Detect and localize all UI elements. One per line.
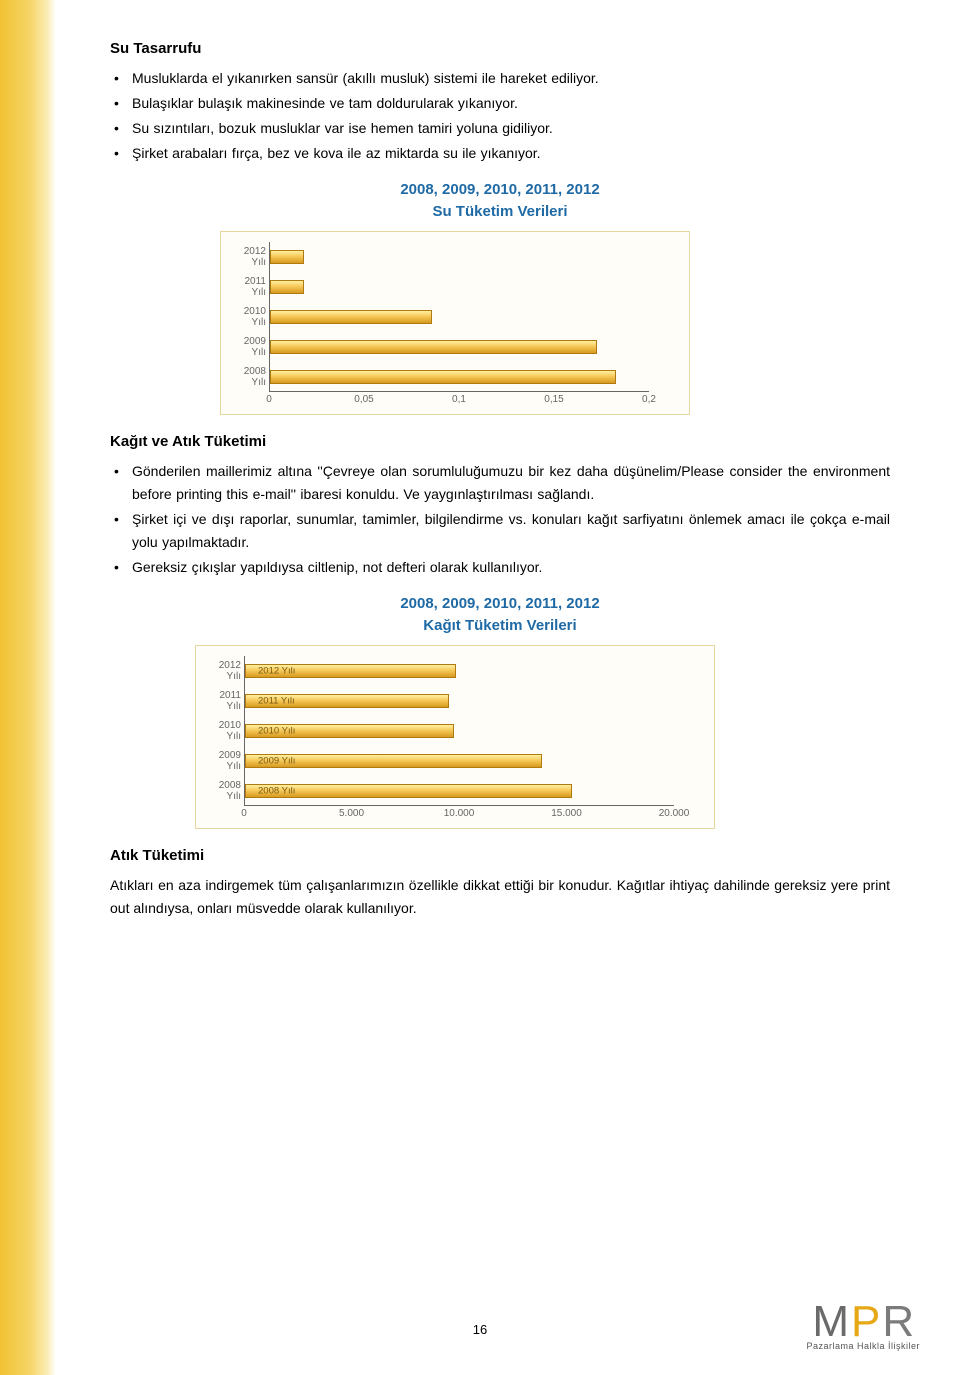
chart-row: 2011 Yılı2011 Yılı <box>245 686 674 716</box>
bar-text: 2008 Yılı <box>258 785 295 796</box>
chart1-xaxis: 00,050,10,150,2 <box>269 392 649 408</box>
y-label: 2009 Yılı <box>203 750 241 772</box>
bar-text: 2009 Yılı <box>258 755 295 766</box>
chart2-plot: 2012 Yılı2012 Yılı2011 Yılı2011 Yılı2010… <box>244 656 674 806</box>
x-tick: 10.000 <box>444 808 475 819</box>
chart-row: 2012 Yılı <box>270 242 649 272</box>
list-item: Şirket içi ve dışı raporlar, sunumlar, t… <box>132 508 890 554</box>
y-label: 2012 Yılı <box>203 660 241 682</box>
chart1-title: 2008, 2009, 2010, 2011, 2012 Su Tüketim … <box>110 179 890 223</box>
x-tick: 5.000 <box>339 808 364 819</box>
y-label: 2010 Yılı <box>228 306 266 328</box>
logo-letters: M P R <box>812 1304 914 1339</box>
bar-text: 2010 Yılı <box>258 725 295 736</box>
chart-bar: 2009 Yılı <box>245 754 542 768</box>
list-item: Bulaşıklar bulaşık makinesinde ve tam do… <box>132 92 890 115</box>
bar-text: 2012 Yılı <box>258 665 295 676</box>
page-number: 16 <box>473 1322 487 1337</box>
y-label: 2011 Yılı <box>203 690 241 712</box>
chart-bar <box>270 250 304 264</box>
logo-subtitle: Pazarlama Halkla İlişkiler <box>806 1341 920 1351</box>
chart-su-tuketim: 2012 Yılı2011 Yılı2010 Yılı2009 Yılı2008… <box>220 231 690 415</box>
y-label: 2010 Yılı <box>203 720 241 742</box>
chart-bar: 2011 Yılı <box>245 694 449 708</box>
list-item: Gönderilen maillerimiz altına ''Çevreye … <box>132 460 890 506</box>
list-item: Musluklarda el yıkanırken sansür (akıllı… <box>132 67 890 90</box>
heading-kagit-atik: Kağıt ve Atık Tüketimi <box>110 433 890 450</box>
chart-row: 2010 Yılı2010 Yılı <box>245 716 674 746</box>
chart-bar: 2012 Yılı <box>245 664 456 678</box>
chart-kagit-tuketim: 2012 Yılı2012 Yılı2011 Yılı2011 Yılı2010… <box>195 645 715 829</box>
chart-bar <box>270 370 616 384</box>
chart-row: 2009 Yılı2009 Yılı <box>245 746 674 776</box>
y-label: 2008 Yılı <box>228 366 266 388</box>
y-label: 2011 Yılı <box>228 276 266 298</box>
chart-row: 2009 Yılı <box>270 332 649 362</box>
chart2-xaxis: 05.00010.00015.00020.000 <box>244 806 674 822</box>
chart2-title: 2008, 2009, 2010, 2011, 2012 Kağıt Tüket… <box>110 593 890 637</box>
y-label: 2012 Yılı <box>228 246 266 268</box>
bullets-kagit-atik: Gönderilen maillerimiz altına ''Çevreye … <box>110 460 890 579</box>
chart2-title-sub: Kağıt Tüketim Verileri <box>423 617 576 634</box>
logo-letter-p: P <box>851 1304 880 1339</box>
chart-bar <box>270 340 597 354</box>
chart-row: 2011 Yılı <box>270 272 649 302</box>
heading-su-tasarrufu: Su Tasarrufu <box>110 40 890 57</box>
chart-bar <box>270 280 304 294</box>
page-content: Su Tasarrufu Musluklarda el yıkanırken s… <box>110 40 890 930</box>
x-tick: 0 <box>241 808 247 819</box>
bar-text: 2011 Yılı <box>258 695 295 706</box>
x-tick: 0,05 <box>354 394 373 405</box>
chart2-title-years: 2008, 2009, 2010, 2011, 2012 <box>400 595 599 612</box>
chart1-plot: 2012 Yılı2011 Yılı2010 Yılı2009 Yılı2008… <box>269 242 649 392</box>
x-tick: 0 <box>266 394 272 405</box>
chart-row: 2010 Yılı <box>270 302 649 332</box>
bullets-su-tasarrufu: Musluklarda el yıkanırken sansür (akıllı… <box>110 67 890 165</box>
chart-bar: 2008 Yılı <box>245 784 572 798</box>
x-tick: 0,2 <box>642 394 656 405</box>
logo-letter-m: M <box>812 1304 849 1339</box>
chart-row: 2012 Yılı2012 Yılı <box>245 656 674 686</box>
chart-bar: 2010 Yılı <box>245 724 454 738</box>
logo-mpr: M P R Pazarlama Halkla İlişkiler <box>806 1304 920 1351</box>
x-tick: 0,1 <box>452 394 466 405</box>
heading-atik-tuketimi: Atık Tüketimi <box>110 847 890 864</box>
logo-letter-r: R <box>882 1304 914 1339</box>
para-atik-tuketimi: Atıkları en aza indirgemek tüm çalışanla… <box>110 874 890 920</box>
chart-row: 2008 Yılı <box>270 362 649 392</box>
x-tick: 20.000 <box>659 808 690 819</box>
chart1-title-sub: Su Tüketim Verileri <box>432 203 567 220</box>
chart-row: 2008 Yılı2008 Yılı <box>245 776 674 806</box>
list-item: Şirket arabaları fırça, bez ve kova ile … <box>132 142 890 165</box>
y-label: 2009 Yılı <box>228 336 266 358</box>
side-stripe <box>0 0 56 1375</box>
chart1-title-years: 2008, 2009, 2010, 2011, 2012 <box>400 181 599 198</box>
y-label: 2008 Yılı <box>203 780 241 802</box>
list-item: Su sızıntıları, bozuk musluklar var ise … <box>132 117 890 140</box>
x-tick: 15.000 <box>551 808 582 819</box>
chart-bar <box>270 310 432 324</box>
list-item: Gereksiz çıkışlar yapıldıysa ciltlenip, … <box>132 556 890 579</box>
x-tick: 0,15 <box>544 394 563 405</box>
